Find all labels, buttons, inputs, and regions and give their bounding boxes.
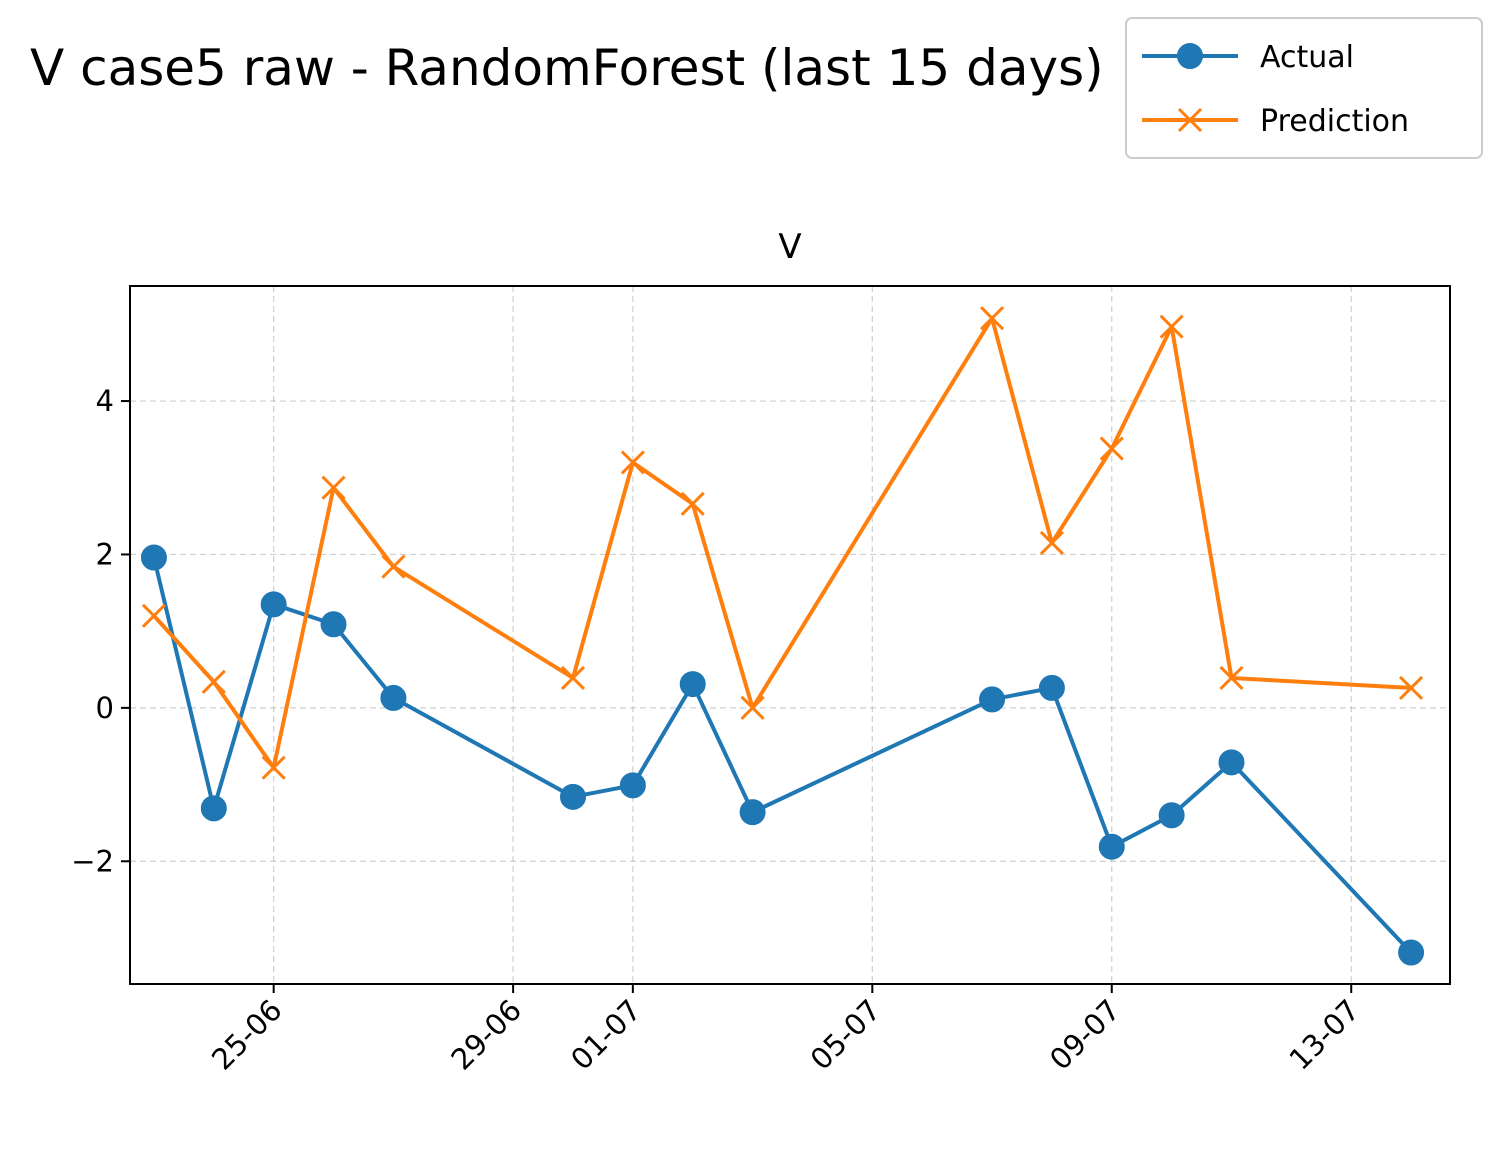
data-point-prediction (1219, 665, 1244, 691)
data-point-prediction (201, 669, 226, 694)
data-point-prediction (141, 603, 167, 628)
data-point-prediction (979, 306, 1005, 331)
data-point-actual (200, 795, 227, 822)
axes-title: V (778, 227, 801, 267)
data-point-actual (979, 686, 1006, 713)
y-tick-label: 0 (96, 691, 114, 725)
tick-layer: −2 0 2 4 25-06 29-06 01-07 05-07 09-07 13-07 (71, 384, 1366, 1076)
data-point-actual (1218, 749, 1245, 776)
x-tick-label: 05-07 (804, 993, 888, 1077)
data-point-actual (679, 671, 706, 698)
x-tick-label: 13-07 (1283, 993, 1367, 1077)
data-point-prediction (381, 554, 406, 579)
x-tick-label: 01-07 (564, 993, 648, 1077)
grid-lines (130, 286, 1450, 984)
y-tick-label: 2 (96, 537, 114, 571)
series-prediction (141, 306, 1424, 780)
x-tick-label: 09-07 (1043, 993, 1127, 1077)
legend-marker-actual (1177, 43, 1203, 69)
x-tick-label: 29-06 (444, 993, 528, 1077)
data-point-actual (1158, 802, 1185, 829)
chart-title: V case5 raw - RandomForest (last 15 days… (30, 39, 1104, 97)
data-point-actual (1098, 833, 1125, 860)
data-point-prediction (1099, 436, 1124, 461)
data-point-actual (380, 684, 407, 711)
data-point-actual (739, 799, 766, 826)
data-point-actual (1038, 674, 1065, 701)
data-point-prediction (261, 755, 286, 780)
data-point-prediction (740, 695, 765, 720)
series-layer (140, 306, 1425, 966)
data-point-prediction (680, 491, 705, 516)
series-actual (140, 544, 1425, 966)
data-point-actual (559, 783, 586, 810)
data-point-prediction (560, 665, 586, 691)
legend-label-actual: Actual (1260, 40, 1354, 75)
data-point-actual (320, 611, 347, 638)
series-line-prediction (152, 316, 1412, 770)
legend-marker-prediction (1177, 107, 1203, 133)
legend: Actual Prediction (1125, 17, 1483, 159)
legend-label-prediction: Prediction (1260, 104, 1409, 139)
data-point-actual (1398, 939, 1425, 966)
data-point-prediction (620, 450, 645, 475)
data-point-prediction (1039, 530, 1064, 556)
data-point-actual (140, 544, 167, 571)
data-point-prediction (1159, 314, 1184, 339)
data-point-prediction (321, 475, 346, 500)
legend-box (1125, 17, 1483, 159)
y-tick-label: 4 (96, 384, 114, 418)
x-tick-label: 25-06 (205, 993, 289, 1077)
data-point-actual (260, 591, 287, 618)
data-point-actual (619, 772, 646, 799)
y-tick-label: −2 (71, 844, 114, 878)
data-point-prediction (1399, 675, 1424, 700)
plot-frame (129, 285, 1451, 985)
